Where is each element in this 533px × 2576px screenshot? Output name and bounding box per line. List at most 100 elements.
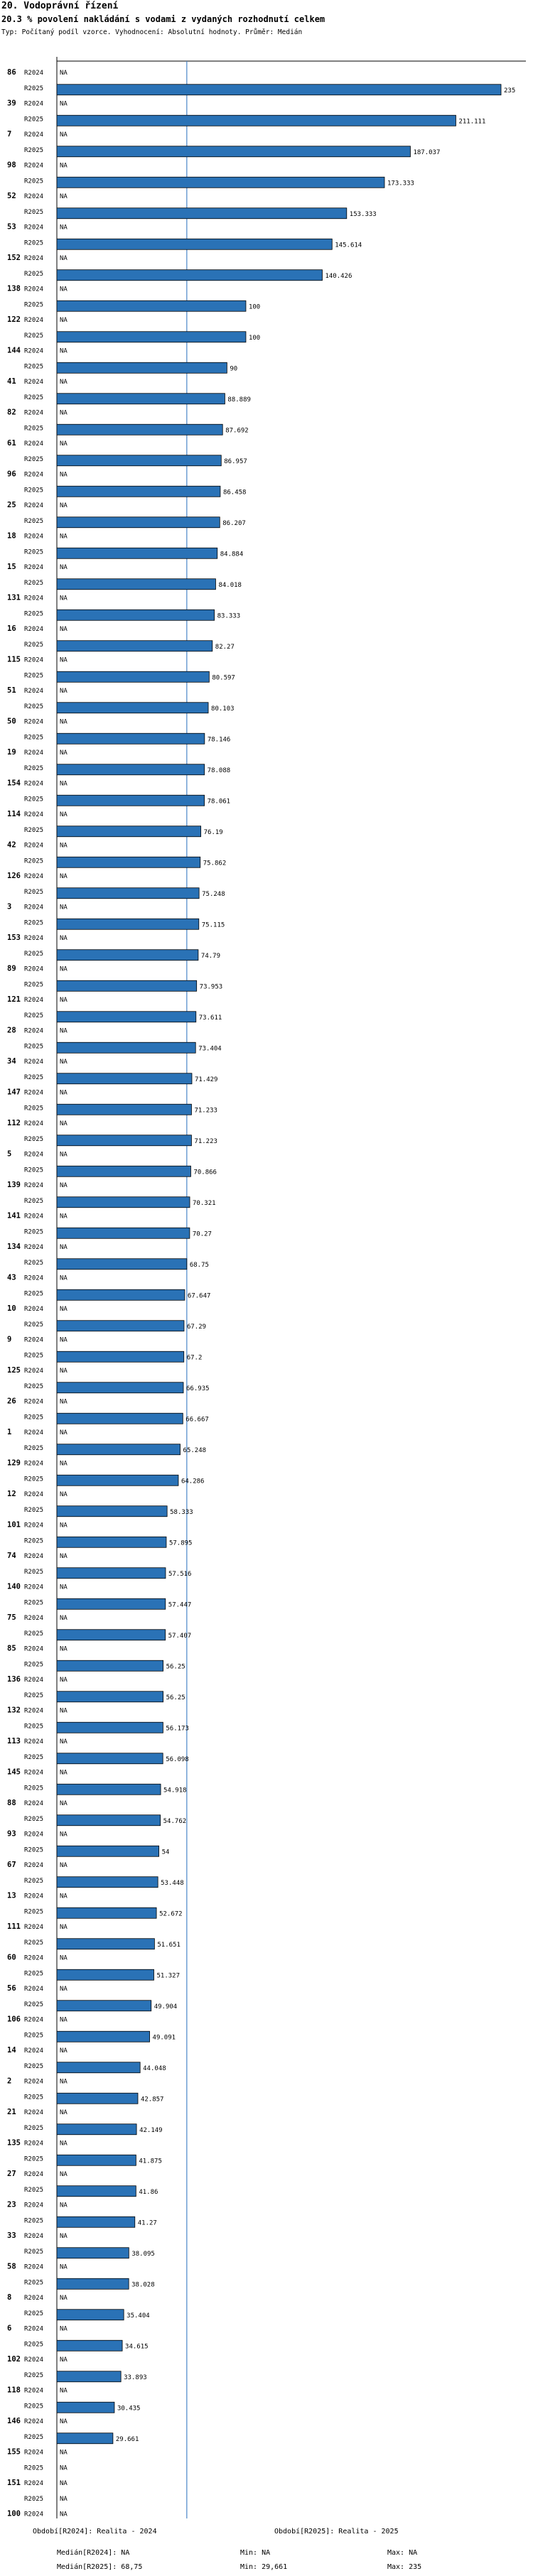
bar xyxy=(56,1196,190,1208)
series-label: R2025 xyxy=(24,2155,43,2163)
category-label: 98 xyxy=(7,161,16,170)
series-label: R2024 xyxy=(24,1924,43,1931)
na-label: NA xyxy=(60,2295,68,2302)
na-label: NA xyxy=(60,1862,68,1869)
data-label: 71.233 xyxy=(194,1107,217,1114)
data-label: 34.615 xyxy=(125,2343,149,2350)
series-label: R2024 xyxy=(24,966,43,973)
series-label: R2025 xyxy=(24,1321,43,1328)
bar xyxy=(56,176,385,188)
na-label: NA xyxy=(60,1275,68,1282)
series-label: R2025 xyxy=(24,1970,43,1977)
na-label: NA xyxy=(60,2418,68,2425)
na-label: NA xyxy=(60,131,68,139)
bar xyxy=(56,1135,192,1147)
na-label: NA xyxy=(60,2202,68,2209)
category-label: 16 xyxy=(7,624,16,633)
data-label: 74.79 xyxy=(201,953,220,960)
na-label: NA xyxy=(60,2079,68,2086)
series-label: R2025 xyxy=(24,1785,43,1792)
bar xyxy=(56,856,201,868)
na-label: NA xyxy=(60,1028,68,1035)
bar xyxy=(56,1969,154,1981)
series-label: R2025 xyxy=(24,332,43,340)
series-label: R2025 xyxy=(24,1167,43,1174)
series-label: R2024 xyxy=(24,811,43,818)
series-label: R2024 xyxy=(24,2233,43,2240)
category-label: 154 xyxy=(7,779,21,788)
na-label: NA xyxy=(60,224,68,232)
series-label: R2024 xyxy=(24,1770,43,1777)
data-label: 49.904 xyxy=(154,2003,178,2011)
bar xyxy=(56,826,202,838)
bar xyxy=(56,1258,188,1270)
series-label: R2024 xyxy=(24,1399,43,1406)
series-label: R2024 xyxy=(24,410,43,417)
series-label: R2025 xyxy=(24,178,43,185)
data-label: 100 xyxy=(249,335,260,342)
na-label: NA xyxy=(60,2017,68,2024)
series-label: R2025 xyxy=(24,1414,43,1421)
series-label: R2025 xyxy=(24,1228,43,1235)
na-label: NA xyxy=(60,811,68,818)
na-label: NA xyxy=(60,534,68,541)
na-label: NA xyxy=(60,1831,68,1839)
category-label: 138 xyxy=(7,285,21,293)
series-label: R2025 xyxy=(24,642,43,649)
na-label: NA xyxy=(60,1924,68,1931)
category-label: 146 xyxy=(7,2417,21,2425)
category-label: 18 xyxy=(7,532,16,541)
series-label: R2025 xyxy=(24,981,43,988)
bar xyxy=(56,146,411,158)
bar xyxy=(56,1041,196,1054)
category-label: 58 xyxy=(7,2263,16,2271)
series-label: R2025 xyxy=(24,1105,43,1112)
series-label: R2025 xyxy=(24,580,43,587)
bar xyxy=(56,1227,190,1239)
category-label: 27 xyxy=(7,2170,16,2178)
data-label: 38.028 xyxy=(131,2281,155,2288)
series-label: R2025 xyxy=(24,1846,43,1853)
na-label: NA xyxy=(60,1120,68,1127)
footer-median-2024: Medián[R2024]: NA xyxy=(57,2549,130,2557)
series-label: R2025 xyxy=(24,734,43,741)
category-label: 131 xyxy=(7,594,21,602)
bar xyxy=(56,609,215,621)
series-label: R2024 xyxy=(24,1368,43,1375)
na-label: NA xyxy=(60,1152,68,1159)
bar xyxy=(56,2216,136,2228)
bar xyxy=(56,1505,168,1517)
data-label: 86.207 xyxy=(222,520,246,527)
footer-median-2025: Medián[R2025]: 68,75 xyxy=(57,2563,143,2571)
series-label: R2025 xyxy=(24,1198,43,1205)
data-label: 88.889 xyxy=(227,396,251,404)
category-label: 153 xyxy=(7,933,21,942)
na-label: NA xyxy=(60,1368,68,1375)
series-label: R2024 xyxy=(24,657,43,664)
series-label: R2025 xyxy=(24,2434,43,2441)
data-label: 56.25 xyxy=(166,1694,185,1701)
category-label: 14 xyxy=(7,2046,16,2055)
data-label: 54.918 xyxy=(163,1787,187,1794)
data-label: 173.333 xyxy=(387,180,414,187)
series-label: R2025 xyxy=(24,147,43,154)
category-label: 9 xyxy=(7,1336,11,1344)
category-label: 74 xyxy=(7,1552,16,1560)
footer-period-2024: Období[R2024]: Realita - 2024 xyxy=(33,2528,157,2536)
series-label: R2025 xyxy=(24,1816,43,1823)
data-label: 100 xyxy=(249,303,260,310)
bar xyxy=(56,1320,185,1332)
data-label: 51.327 xyxy=(157,1972,181,1979)
series-label: R2024 xyxy=(24,2388,43,2395)
category-label: 61 xyxy=(7,439,16,448)
category-label: 5 xyxy=(7,1150,11,1159)
category-label: 39 xyxy=(7,99,16,108)
series-label: R2025 xyxy=(24,2310,43,2317)
na-label: NA xyxy=(60,472,68,479)
na-label: NA xyxy=(60,1770,68,1777)
series-label: R2024 xyxy=(24,534,43,541)
bar xyxy=(56,1629,166,1641)
na-label: NA xyxy=(60,873,68,880)
series-label: R2024 xyxy=(24,1306,43,1313)
series-label: R2025 xyxy=(24,301,43,308)
